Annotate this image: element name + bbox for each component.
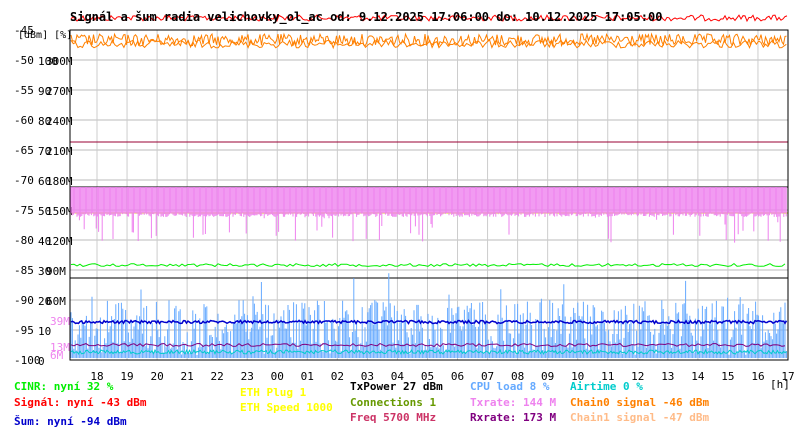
- y-tick-rate: 60M: [46, 295, 66, 308]
- legend-cpu: CPU load 8 %: [470, 380, 550, 393]
- legend-chain0: Chain0 signal -46 dBm: [570, 396, 710, 409]
- x-tick-label: 12: [631, 370, 644, 383]
- legend-txpower: TxPower 27 dBm: [350, 380, 443, 393]
- x-tick-label: 06: [451, 370, 464, 383]
- x-tick-label: 11: [601, 370, 614, 383]
- y-tick-dbm: -60: [14, 114, 34, 127]
- x-tick-label: 01: [301, 370, 314, 383]
- x-tick-label: 14: [691, 370, 705, 383]
- x-tick-label: 05: [421, 370, 434, 383]
- series-chain0-line: [70, 32, 787, 48]
- y-tick-pct: 60: [38, 175, 51, 188]
- y-tick-dbm: -70: [14, 174, 34, 187]
- x-unit-label: [h]: [770, 378, 790, 391]
- y-tick-dbm: -100: [14, 354, 41, 367]
- y-tick-rate: 210M: [46, 145, 73, 158]
- series-noise-line: [70, 319, 788, 325]
- y-tick-dbm: -55: [14, 84, 34, 97]
- y-tick-dbm: -45: [14, 24, 34, 37]
- legend-freq: Freq 5700 MHz: [350, 411, 437, 424]
- y-tick-pct: 20: [38, 295, 51, 308]
- x-tick-label: 10: [571, 370, 584, 383]
- legend-rxrate: Rxrate: 173 M: [470, 411, 557, 424]
- series-rxrate-line: [70, 342, 786, 348]
- y-tick-dbm: -50: [14, 54, 34, 67]
- x-tick-label: 02: [331, 370, 344, 383]
- y-tick-pct: 70: [38, 145, 51, 158]
- legend-connections: Connections 1: [350, 396, 437, 409]
- legend-eth-speed: ETH Speed 1000: [240, 401, 333, 414]
- series-chain0-line: [70, 38, 787, 50]
- x-tick-label: 16: [751, 370, 764, 383]
- y-tick-pct: 90: [38, 85, 51, 98]
- inline-label: 39M: [50, 315, 70, 328]
- y-tick-rate: 150M: [46, 205, 73, 218]
- x-tick-label: 07: [481, 370, 494, 383]
- y-tick-pct: 80: [38, 115, 51, 128]
- y-tick-rate: 180M: [46, 175, 73, 188]
- y-tick-pct: 30: [38, 265, 51, 278]
- legend-cinr: CINR: nyní 32 %: [14, 380, 114, 393]
- x-tick-label: 13: [661, 370, 674, 383]
- legend-chain1: Chain1 signal -47 dBm: [570, 411, 710, 424]
- x-tick-label: 22: [211, 370, 224, 383]
- x-tick-label: 17: [781, 370, 794, 383]
- y-tick-dbm: -85: [14, 264, 34, 277]
- y-tick-dbm: -65: [14, 144, 34, 157]
- x-tick-label: 09: [541, 370, 554, 383]
- x-tick-label: 08: [511, 370, 524, 383]
- inline-label: 13M: [50, 341, 70, 354]
- y-tick-rate: 240M: [46, 115, 73, 128]
- y-tick-pct: 40: [38, 235, 51, 248]
- y-tick-dbm: -95: [14, 324, 34, 337]
- chart-title: Signál a šum radia velichovky_ol_ac od: …: [70, 10, 663, 24]
- y-tick-pct: 0: [38, 355, 45, 368]
- plot-frame: [69, 29, 789, 361]
- series-cinr-line: [70, 262, 786, 268]
- series-txrate-band: [70, 187, 787, 243]
- x-tick-label: 00: [271, 370, 284, 383]
- legend-txrate: Txrate: 144 M: [470, 396, 557, 409]
- y-tick-rate: 300M: [46, 55, 73, 68]
- y-tick-dbm: -80: [14, 234, 34, 247]
- y-tick-rate: 90M: [46, 265, 66, 278]
- legend-airtime: Airtime 0 %: [570, 380, 643, 393]
- inline-label: 6M: [50, 349, 64, 362]
- x-tick-label: 18: [90, 370, 103, 383]
- x-tick-label: 19: [120, 370, 133, 383]
- y-tick-dbm: -90: [14, 294, 34, 307]
- x-tick-label: 20: [150, 370, 163, 383]
- legend-eth-plug: ETH Plug 1: [240, 386, 307, 399]
- y-tick-rate: 120M: [46, 235, 73, 248]
- legend-signal: Signál: nyní -43 dBm: [14, 396, 147, 409]
- y-tick-pct: 10: [38, 325, 51, 338]
- x-tick-label: 21: [181, 370, 194, 383]
- series-airtime-line: [70, 348, 787, 356]
- y-tick-rate: 270M: [46, 85, 73, 98]
- x-tick-label: 15: [721, 370, 734, 383]
- legend-noise: Šum: nyní -94 dBm: [14, 415, 127, 428]
- y-tick-pct: 100: [38, 55, 58, 68]
- x-tick-label: 23: [241, 370, 254, 383]
- units-header: [dBm] [%]: [18, 30, 73, 41]
- x-tick-label: 03: [361, 370, 374, 383]
- y-tick-dbm: -75: [14, 204, 34, 217]
- x-tick-label: 04: [391, 370, 405, 383]
- y-tick-pct: 50: [38, 205, 51, 218]
- series-signal-line: [70, 14, 788, 23]
